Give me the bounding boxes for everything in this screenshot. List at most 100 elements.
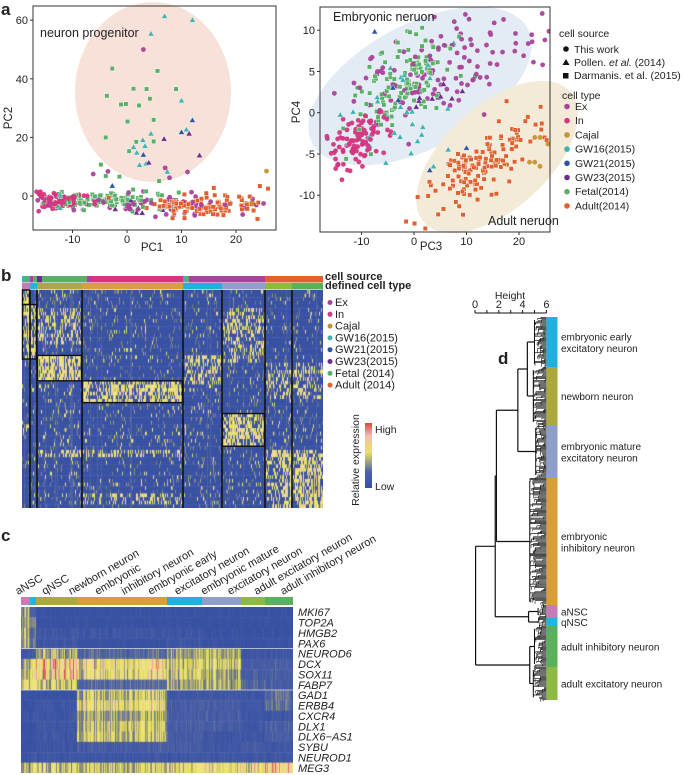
column-labels-c: aNSC qNSC newborn neuron embryonic inhib… xyxy=(14,532,379,598)
cluster-label: adult inhibitory neuron xyxy=(561,643,659,654)
data-point-circle xyxy=(529,39,535,45)
legend-label: GW23(2015) xyxy=(335,356,398,368)
data-point-square xyxy=(113,196,119,202)
data-point-square xyxy=(133,139,139,145)
data-point-triangle xyxy=(391,129,398,136)
data-point-square xyxy=(508,166,514,172)
data-point-square xyxy=(359,89,365,94)
legend-label: GW21(2015) xyxy=(575,158,635,170)
data-point-circle xyxy=(407,106,412,111)
x-axis-label: PC1 xyxy=(141,242,163,254)
data-point-circle xyxy=(346,122,351,127)
data-point-circle xyxy=(38,189,43,195)
legend-swatch xyxy=(564,203,570,209)
data-point-triangle xyxy=(448,95,456,101)
data-point-triangle xyxy=(430,163,437,169)
plot-frame xyxy=(319,6,551,233)
data-point-square xyxy=(210,211,216,217)
data-point-square xyxy=(92,193,98,199)
square-marker-icon xyxy=(563,73,569,79)
data-point-circle xyxy=(427,53,433,59)
y-tick-label: 20 xyxy=(16,132,28,144)
data-point-circle xyxy=(540,62,546,68)
data-point-circle xyxy=(513,40,519,46)
data-point-circle xyxy=(333,166,339,171)
data-point-square xyxy=(468,179,473,185)
cluster-label: newborn neuron xyxy=(561,392,633,403)
data-point-square xyxy=(381,102,387,108)
y-tick-label: 40 xyxy=(16,74,28,86)
data-point-square xyxy=(413,31,419,37)
data-point-circle xyxy=(345,167,350,173)
data-point-square xyxy=(159,192,165,198)
data-point-triangle xyxy=(183,126,190,132)
data-point-square xyxy=(403,219,409,224)
data-point-circle xyxy=(39,195,45,201)
track-label-cell-source: cell source xyxy=(325,271,382,283)
data-point-square xyxy=(513,144,519,149)
data-point-circle xyxy=(92,201,98,207)
data-point-circle xyxy=(474,48,480,54)
scatter-pc3-pc4: -10 0 10 20 -10 -5 0 5 10 Embryonic neruon Adult… xyxy=(291,6,578,253)
x-tick-label: 20 xyxy=(230,234,242,246)
axis-ticks-pc1-pc2: -10 0 10 20 0 20 40 60 xyxy=(16,15,242,246)
data-point-square xyxy=(199,196,204,202)
data-point-square xyxy=(419,25,425,31)
data-point-square xyxy=(367,64,372,70)
data-point-circle xyxy=(461,54,467,60)
data-point-triangle xyxy=(56,204,64,211)
data-point-circle xyxy=(470,77,476,82)
data-point-circle xyxy=(261,201,266,206)
cell-source-segment xyxy=(91,276,183,283)
data-point-circle xyxy=(340,116,346,122)
data-point-square xyxy=(356,126,362,132)
data-point-circle xyxy=(199,202,204,208)
data-point-square xyxy=(452,167,458,173)
data-point-square xyxy=(367,90,373,96)
data-point-triangle xyxy=(401,71,408,78)
data-point-circle xyxy=(84,193,90,199)
data-point-circle xyxy=(430,91,436,97)
data-point-square xyxy=(455,160,461,166)
data-point-square xyxy=(352,93,358,98)
data-point-square xyxy=(509,140,515,146)
panel-label-d: d xyxy=(498,349,508,368)
data-point-square xyxy=(460,212,466,218)
data-point-square xyxy=(155,68,160,74)
data-point-circle xyxy=(339,177,345,183)
data-point-circle xyxy=(494,62,500,67)
data-point-square xyxy=(239,206,245,212)
legend-source-darmanis: Darmanis. et al. (2015) xyxy=(574,70,681,82)
data-point-triangle xyxy=(414,137,421,144)
data-point-square xyxy=(433,105,439,111)
data-point-circle xyxy=(438,33,444,39)
data-point-square xyxy=(120,198,125,204)
data-point-square xyxy=(518,137,523,143)
data-point-circle xyxy=(354,148,359,154)
data-point-circle xyxy=(331,141,336,147)
data-point-square xyxy=(463,157,469,163)
data-point-square xyxy=(176,190,182,195)
axis-ticks-pc3-pc4: -10 0 10 20 -10 -5 0 5 10 xyxy=(299,25,525,248)
data-point-circle xyxy=(368,56,373,62)
data-point-circle xyxy=(387,133,393,138)
data-point-circle xyxy=(401,49,407,55)
data-point-triangle xyxy=(387,64,394,71)
data-point-circle xyxy=(475,64,480,69)
cell-type-segment xyxy=(183,283,222,290)
data-point-square xyxy=(182,215,187,221)
triangle-marker-icon xyxy=(562,59,570,65)
data-point-square xyxy=(492,150,497,155)
data-point-square xyxy=(487,135,493,141)
legend-swatch xyxy=(327,359,333,364)
data-point-circle xyxy=(346,142,352,147)
data-point-square xyxy=(533,122,538,128)
data-point-circle xyxy=(56,198,62,204)
data-point-circle xyxy=(34,189,40,195)
data-point-circle xyxy=(441,100,447,106)
data-point-square xyxy=(125,119,130,124)
gene-label: CXCR4 xyxy=(298,711,335,723)
data-point-square xyxy=(498,164,504,170)
data-point-triangle xyxy=(349,108,357,115)
cluster-label: embryonic xyxy=(561,532,607,543)
